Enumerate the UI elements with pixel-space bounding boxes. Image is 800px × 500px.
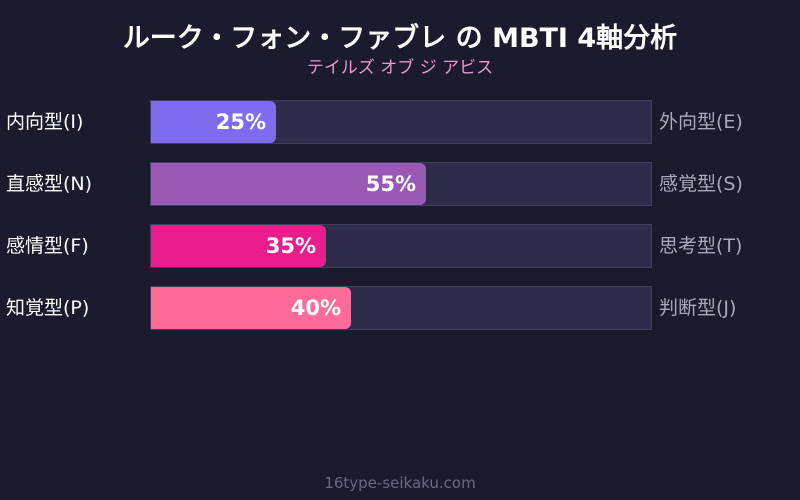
bar-track: 55% — [150, 162, 652, 206]
chart-subtitle: テイルズ オブ ジ アビス — [306, 58, 494, 78]
right-axis-label: 感覚型(S) — [659, 173, 743, 195]
right-axis-label: 判断型(J) — [659, 297, 737, 319]
right-axis-label: 思考型(T) — [659, 235, 743, 257]
chart-title: ルーク・フォン・ファブレ の MBTI 4軸分析 — [122, 23, 678, 54]
bar-track: 25% — [150, 100, 652, 144]
bar-value-label: 40% — [290, 296, 341, 320]
bar-track: 40% — [150, 286, 652, 330]
footer-source: 16type-seikaku.com — [324, 474, 476, 492]
bar-value-label: 35% — [265, 234, 316, 258]
left-axis-label: 直感型(N) — [6, 173, 93, 195]
bar-row: 感情型(F) 35% 思考型(T) — [0, 224, 800, 268]
bar-track: 35% — [150, 224, 652, 268]
left-axis-label: 内向型(I) — [6, 111, 84, 133]
bar-row: 内向型(I) 25% 外向型(E) — [0, 100, 800, 144]
bar-row: 知覚型(P) 40% 判断型(J) — [0, 286, 800, 330]
bar: 35% — [151, 225, 326, 267]
bar-value-label: 55% — [365, 172, 416, 196]
right-axis-label: 外向型(E) — [659, 111, 743, 133]
bar: 25% — [151, 101, 276, 143]
bar-row: 直感型(N) 55% 感覚型(S) — [0, 162, 800, 206]
left-axis-label: 感情型(F) — [6, 235, 89, 257]
left-axis-label: 知覚型(P) — [6, 297, 90, 319]
bar-value-label: 25% — [215, 110, 266, 134]
bar: 55% — [151, 163, 426, 205]
bar: 40% — [151, 287, 351, 329]
